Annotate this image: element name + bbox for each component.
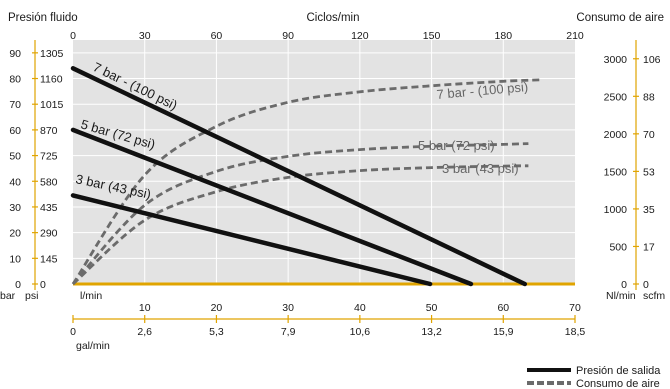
- series-line-fluid-2: [70, 193, 433, 287]
- unit-nlmin: Nl/min: [606, 290, 636, 302]
- bottom-tick-galmin: 10,6: [350, 326, 371, 338]
- left-tick-bar: 90: [9, 48, 21, 60]
- label-3bar-air: 3 bar (43 psi): [442, 161, 519, 176]
- series-line-fluid-1: [70, 127, 474, 287]
- left-tick-psi: 435: [40, 202, 58, 214]
- bottom-tick-lmin: 50: [426, 302, 438, 314]
- right-tick-scfm: 70: [643, 129, 655, 141]
- bottom-tick-galmin: 2,6: [137, 326, 152, 338]
- bottom-tick-galmin: 0: [70, 326, 76, 338]
- grid: [73, 40, 575, 284]
- left-axis-title: Presión fluido: [8, 12, 78, 24]
- bottom-tick-galmin: 13,2: [421, 326, 442, 338]
- series-line-air-4: [71, 142, 529, 285]
- right-tick-nlmin: 2000: [604, 129, 628, 141]
- left-tick-bar: 80: [9, 74, 21, 86]
- legend-pressure-label: Presión de salida: [576, 365, 661, 377]
- left-tick-psi: 1160: [40, 74, 63, 86]
- top-tick: 180: [495, 30, 513, 42]
- right-tick-nlmin: 3000: [604, 54, 628, 66]
- unit-scfm: scfm: [643, 290, 665, 302]
- top-axis-title: Ciclos/min: [306, 12, 359, 24]
- top-tick: 210: [566, 30, 584, 42]
- tick-labels: 0 0 10 145 20 290 30 435 40 580 50 725 60 870 70 1015 80…: [9, 30, 660, 338]
- left-tick-bar: 20: [9, 228, 21, 240]
- top-tick: 30: [139, 30, 151, 42]
- air-consumption-series: [71, 78, 543, 286]
- bottom-tick-lmin: 10: [139, 302, 151, 314]
- legend-air-label: Consumo de aire: [576, 378, 660, 389]
- unit-psi: psi: [25, 290, 38, 302]
- left-tick-psi: 580: [40, 176, 58, 188]
- bottom-tick-lmin: 30: [282, 302, 294, 314]
- bottom-tick-lmin: 70: [569, 302, 581, 314]
- left-tick-psi: 870: [40, 125, 58, 137]
- left-tick-psi: 1305: [40, 48, 64, 60]
- bottom-tick-galmin: 5,3: [209, 326, 224, 338]
- axes: [32, 40, 639, 323]
- bottom-tick-galmin: 7,9: [281, 326, 296, 338]
- left-tick-psi: 1015: [40, 99, 64, 111]
- series-line-fluid-0: [70, 66, 528, 287]
- right-axis-title: Consumo de aire: [576, 12, 664, 24]
- left-tick-bar: 30: [9, 202, 21, 214]
- top-tick: 60: [211, 30, 223, 42]
- left-tick-bar: 0: [15, 279, 21, 291]
- left-tick-bar: 60: [9, 125, 21, 137]
- bottom-tick-lmin: 40: [354, 302, 366, 314]
- left-tick-bar: 50: [9, 151, 21, 163]
- right-tick-scfm: 106: [643, 54, 661, 66]
- right-tick-scfm: 17: [643, 241, 655, 253]
- bottom-tick-galmin: 18,5: [565, 326, 586, 338]
- right-tick-nlmin: 500: [609, 241, 627, 253]
- left-tick-psi: 145: [40, 253, 58, 265]
- right-tick-nlmin: 1000: [604, 204, 628, 216]
- left-tick-psi: 725: [40, 151, 58, 163]
- bottom-tick-galmin: 15,9: [493, 326, 514, 338]
- unit-bar: bar: [0, 290, 16, 302]
- left-tick-bar: 70: [9, 99, 21, 111]
- right-tick-scfm: 88: [643, 91, 655, 103]
- left-tick-psi: 0: [40, 279, 46, 291]
- legend: Presión de salida Consumo de aire: [527, 365, 661, 389]
- right-tick-scfm: 53: [643, 166, 655, 178]
- left-tick-bar: 40: [9, 176, 21, 188]
- left-tick-bar: 10: [9, 253, 21, 265]
- right-tick-nlmin: 2500: [604, 91, 628, 103]
- unit-galmin: gal/min: [76, 340, 110, 352]
- top-tick: 0: [70, 30, 76, 42]
- right-tick-scfm: 35: [643, 204, 655, 216]
- right-tick-nlmin: 0: [621, 279, 627, 291]
- series-line-air-3: [71, 78, 543, 285]
- fluid-pressure-series: [70, 66, 528, 287]
- top-tick: 150: [423, 30, 441, 42]
- top-tick: 120: [351, 30, 369, 42]
- unit-lmin: l/min: [80, 290, 102, 302]
- bottom-tick-lmin: 60: [497, 302, 509, 314]
- top-tick: 90: [282, 30, 294, 42]
- left-tick-psi: 290: [40, 228, 58, 240]
- bottom-tick-lmin: 20: [211, 302, 223, 314]
- label-5bar-air: 5 bar (72 psi): [418, 138, 495, 153]
- right-tick-scfm: 0: [643, 279, 649, 291]
- right-tick-nlmin: 1500: [604, 166, 628, 178]
